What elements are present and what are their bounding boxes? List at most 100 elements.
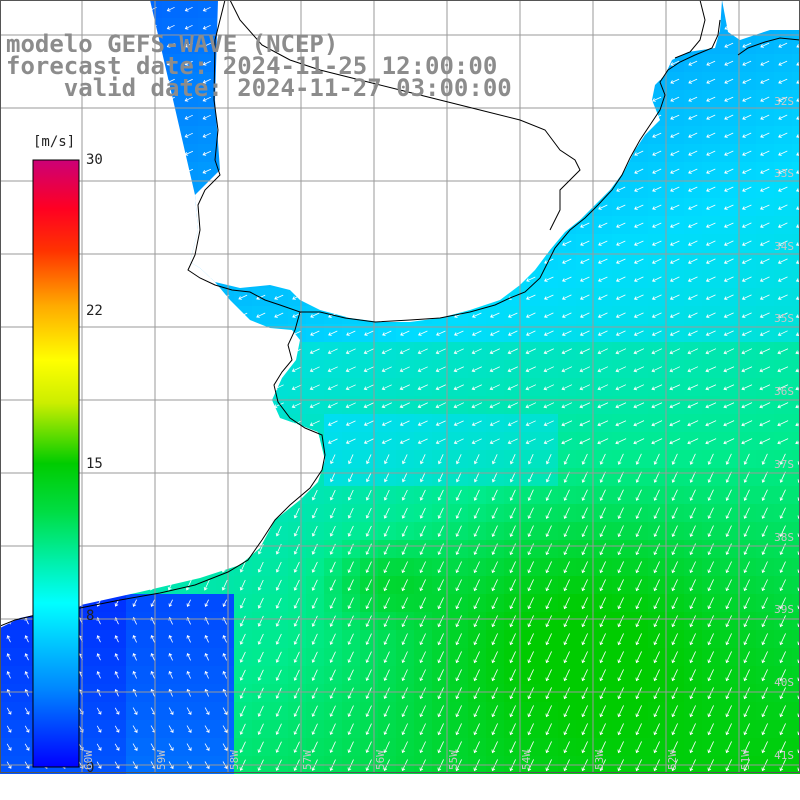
wind-arrow bbox=[202, 24, 211, 30]
lon-label: 52W bbox=[666, 750, 679, 770]
wind-arrow bbox=[777, 186, 788, 192]
lat-label: 36S bbox=[774, 385, 794, 398]
wind-arrow bbox=[329, 633, 336, 645]
wind-arrow bbox=[275, 651, 282, 663]
wind-arrow bbox=[563, 705, 570, 718]
wind-arrow bbox=[723, 366, 735, 373]
wind-arrow bbox=[777, 240, 788, 246]
wind-arrow bbox=[725, 741, 732, 754]
wind-arrow bbox=[707, 633, 714, 646]
wind-arrow bbox=[561, 312, 572, 318]
wind-arrow bbox=[363, 348, 374, 355]
wind-arrow bbox=[671, 561, 678, 574]
wind-arrow bbox=[670, 114, 680, 120]
wind-arrow bbox=[543, 348, 554, 355]
wind-arrow bbox=[383, 472, 390, 483]
wind-arrow bbox=[777, 294, 788, 300]
coastline bbox=[0, 0, 800, 627]
wind-arrow bbox=[327, 366, 338, 373]
wind-arrow bbox=[24, 635, 29, 643]
wind-arrow bbox=[689, 579, 696, 592]
wind-arrow bbox=[239, 741, 246, 753]
wind-arrow bbox=[545, 471, 552, 483]
wind-arrow bbox=[688, 204, 698, 210]
wind-cell bbox=[792, 324, 800, 342]
wind-arrow bbox=[653, 615, 660, 628]
wind-arrow bbox=[741, 294, 752, 300]
wind-arrow bbox=[616, 204, 626, 210]
wind-arrow bbox=[166, 42, 175, 48]
wind-arrow bbox=[743, 579, 750, 592]
wind-arrow bbox=[563, 543, 570, 556]
wind-arrow bbox=[437, 615, 444, 628]
wind-arrow bbox=[635, 543, 642, 556]
wind-arrow bbox=[543, 294, 554, 300]
wind-arrow bbox=[760, 96, 770, 102]
wind-arrow bbox=[345, 420, 356, 426]
wind-arrow bbox=[617, 687, 624, 700]
wind-arrow bbox=[579, 420, 591, 427]
wind-arrow bbox=[274, 294, 284, 300]
wind-arrow bbox=[633, 294, 644, 300]
wind-arrow bbox=[705, 276, 716, 282]
wind-arrow bbox=[545, 723, 552, 736]
wind-arrow bbox=[779, 687, 786, 700]
wind-arrow bbox=[96, 725, 102, 733]
wind-arrow bbox=[347, 561, 354, 574]
wind-arrow bbox=[453, 402, 464, 409]
wind-arrow bbox=[743, 489, 750, 501]
wind-arrow bbox=[779, 471, 786, 483]
wind-arrow bbox=[437, 472, 444, 483]
wind-arrow bbox=[581, 633, 588, 646]
wind-arrow bbox=[327, 348, 338, 354]
wind-arrow bbox=[635, 489, 642, 501]
wind-arrow bbox=[329, 687, 336, 699]
wind-arrow bbox=[184, 114, 193, 120]
wind-arrow bbox=[545, 741, 552, 754]
wind-arrow bbox=[706, 168, 716, 174]
wind-arrow bbox=[509, 615, 516, 628]
wind-arrow bbox=[706, 60, 716, 66]
wind-arrow bbox=[687, 402, 699, 409]
wind-arrow bbox=[184, 96, 193, 102]
wind-arrow bbox=[473, 651, 480, 664]
wind-arrow bbox=[311, 633, 318, 645]
wind-arrow bbox=[635, 615, 642, 628]
wind-arrow bbox=[419, 669, 426, 682]
wind-arrow bbox=[669, 276, 680, 282]
title-line-3: valid date: 2024-11-27 03:00:00 bbox=[6, 74, 512, 102]
wind-arrow bbox=[689, 561, 696, 574]
wind-arrow bbox=[186, 599, 191, 607]
wind-arrow bbox=[507, 384, 519, 391]
wind-arrow bbox=[275, 561, 282, 573]
wind-arrow bbox=[707, 471, 714, 483]
wind-arrow bbox=[257, 705, 264, 717]
wind-arrow bbox=[795, 260, 800, 264]
wind-arrow bbox=[311, 597, 318, 609]
wind-arrow bbox=[132, 634, 137, 643]
wind-arrow bbox=[168, 670, 173, 679]
wind-arrow bbox=[24, 725, 30, 733]
wind-arrow bbox=[563, 687, 570, 700]
wind-arrow bbox=[671, 615, 678, 628]
wind-arrow bbox=[527, 489, 534, 501]
wind-arrow bbox=[473, 489, 480, 501]
lon-label: 51W bbox=[739, 750, 752, 770]
wind-arrow bbox=[473, 633, 480, 646]
wind-arrow bbox=[437, 507, 444, 519]
wind-arrow bbox=[471, 366, 482, 373]
wind-arrow bbox=[203, 579, 210, 591]
wind-arrow bbox=[599, 705, 606, 718]
wind-arrow bbox=[597, 312, 608, 318]
wind-arrow bbox=[491, 543, 498, 556]
wind-arrow bbox=[725, 723, 732, 736]
wind-arrow bbox=[150, 634, 155, 643]
wind-arrow bbox=[562, 258, 572, 264]
wind-arrow bbox=[777, 312, 788, 318]
wind-arrow bbox=[365, 525, 372, 537]
wind-arrow bbox=[400, 330, 410, 336]
wind-arrow bbox=[347, 705, 354, 718]
wind-arrow bbox=[633, 384, 645, 391]
wind-arrow bbox=[6, 653, 11, 661]
wind-arrow bbox=[761, 525, 768, 538]
